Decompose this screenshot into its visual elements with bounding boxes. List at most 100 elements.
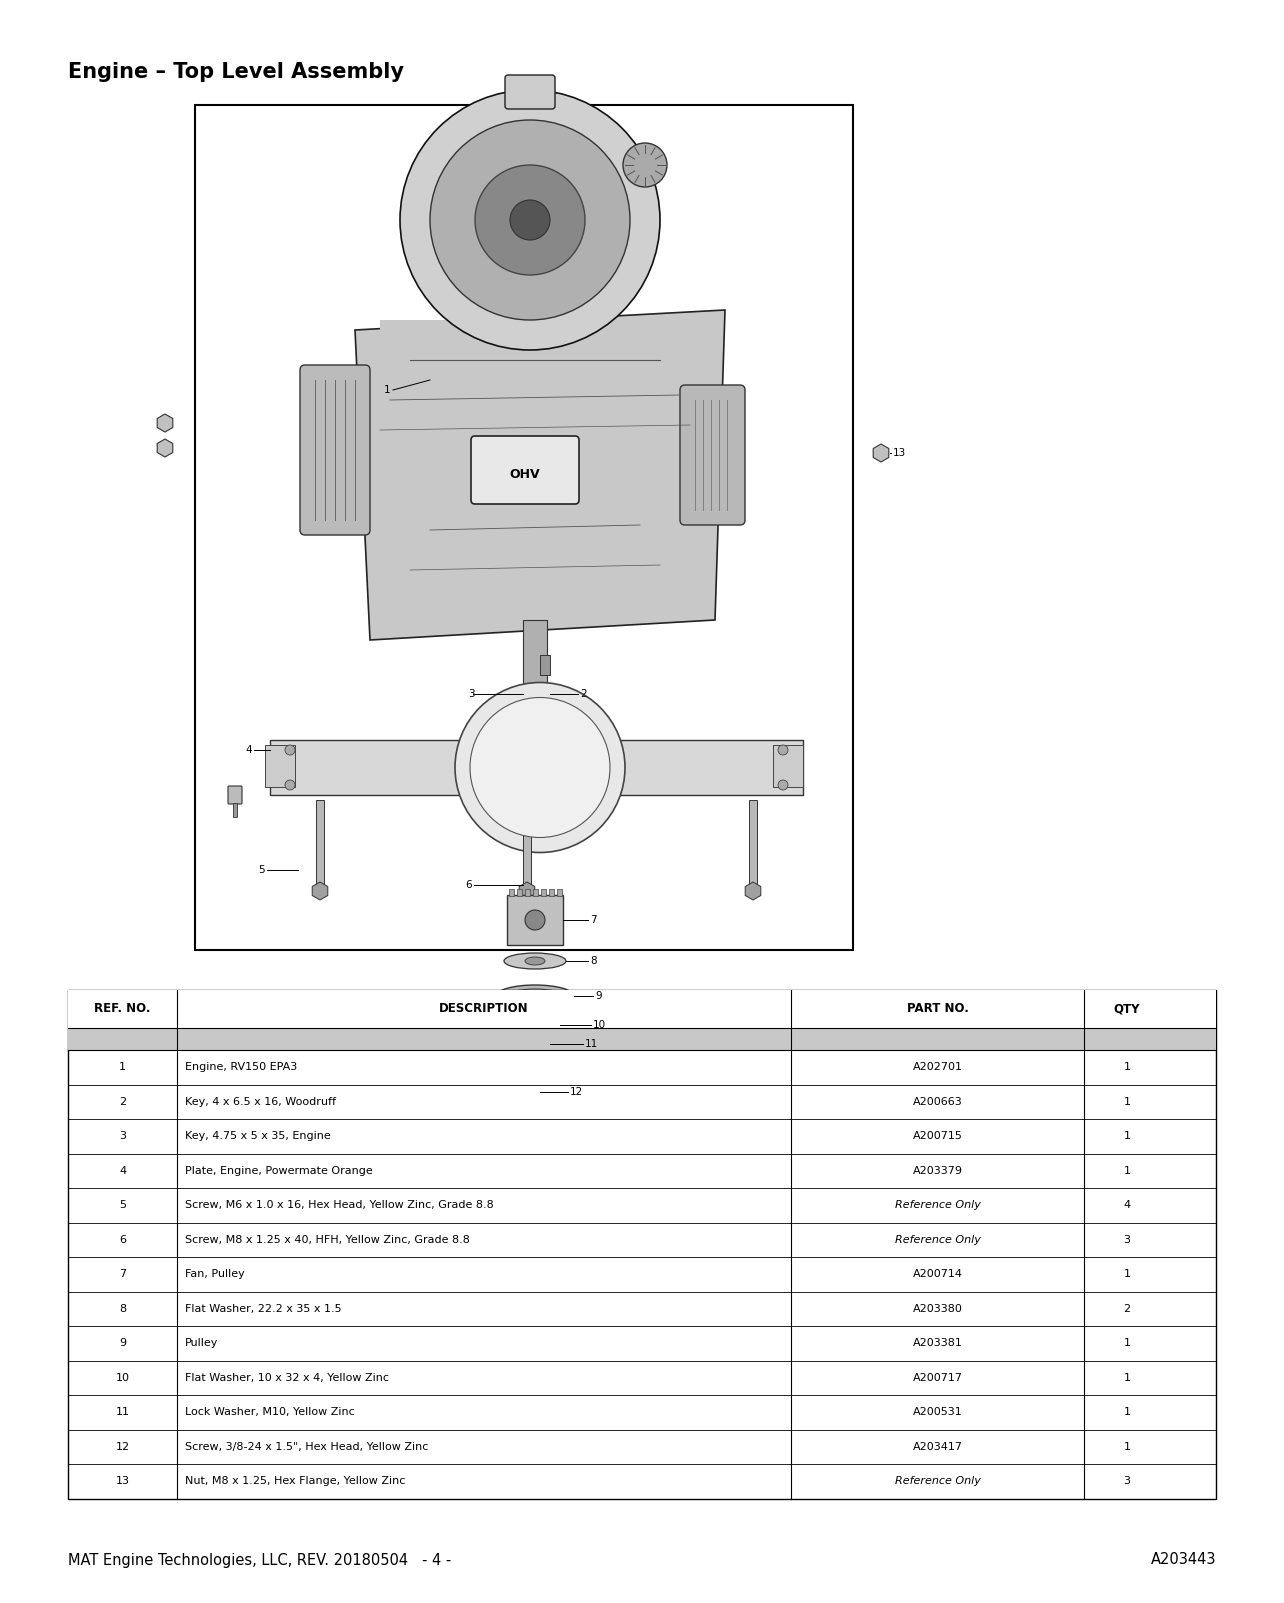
Ellipse shape	[525, 957, 544, 965]
Text: Fan, Pulley: Fan, Pulley	[185, 1270, 245, 1279]
Bar	[557, 890, 562, 896]
Bar	[508, 890, 514, 896]
Text: 2: 2	[1124, 1303, 1131, 1314]
Text: Flat Washer, 22.2 x 35 x 1.5: Flat Washer, 22.2 x 35 x 1.5	[185, 1303, 342, 1314]
Text: 13: 13	[116, 1476, 130, 1486]
Ellipse shape	[520, 745, 550, 755]
Text: 12: 12	[116, 1441, 130, 1452]
Bar	[265, 745, 295, 787]
Bar	[68, 991, 1216, 1499]
Circle shape	[475, 165, 586, 276]
Bar	[68, 991, 1216, 1028]
Text: Screw, 3/8-24 x 1.5", Hex Head, Yellow Zinc: Screw, 3/8-24 x 1.5", Hex Head, Yellow Z…	[185, 1441, 429, 1452]
Text: 3: 3	[119, 1132, 126, 1141]
FancyBboxPatch shape	[229, 785, 241, 805]
FancyBboxPatch shape	[505, 75, 555, 109]
Text: 3: 3	[1124, 1476, 1130, 1486]
Text: 3: 3	[469, 689, 475, 699]
Text: Plate, Engine, Powermate Orange: Plate, Engine, Powermate Orange	[185, 1165, 372, 1175]
Bar	[523, 800, 532, 885]
Bar	[533, 890, 538, 896]
Text: 3: 3	[1124, 1234, 1130, 1246]
Circle shape	[430, 120, 630, 321]
Bar	[773, 745, 802, 787]
Text: Screw, M8 x 1.25 x 40, HFH, Yellow Zinc, Grade 8.8: Screw, M8 x 1.25 x 40, HFH, Yellow Zinc,…	[185, 1234, 470, 1246]
Text: 1: 1	[1124, 1339, 1130, 1348]
Circle shape	[778, 781, 788, 790]
Bar	[530, 1056, 541, 1127]
Text: A202701: A202701	[913, 1063, 963, 1072]
Text: A200717: A200717	[913, 1372, 963, 1383]
Text: A200715: A200715	[913, 1132, 963, 1141]
Text: 1: 1	[119, 1063, 126, 1072]
Ellipse shape	[510, 1018, 560, 1031]
FancyBboxPatch shape	[300, 365, 370, 535]
Text: A203379: A203379	[913, 1165, 963, 1175]
Text: 11: 11	[586, 1039, 598, 1048]
Text: MAT Engine Technologies, LLC, REV. 20180504   - 4 -: MAT Engine Technologies, LLC, REV. 20180…	[68, 1552, 451, 1568]
Circle shape	[401, 90, 660, 349]
Text: 4: 4	[1124, 1201, 1131, 1210]
Text: 9: 9	[594, 991, 602, 1000]
Bar	[525, 890, 530, 896]
Bar	[316, 800, 324, 885]
Bar	[749, 800, 758, 885]
Text: 10: 10	[116, 1372, 130, 1383]
Circle shape	[525, 911, 544, 930]
Bar	[68, 1028, 1216, 1050]
Text: 9: 9	[119, 1339, 126, 1348]
Text: 6: 6	[465, 880, 473, 890]
Text: Reference Only: Reference Only	[895, 1476, 981, 1486]
FancyBboxPatch shape	[681, 385, 745, 526]
Bar	[541, 890, 546, 896]
Text: Engine, RV150 EPA3: Engine, RV150 EPA3	[185, 1063, 298, 1072]
Text: 8: 8	[119, 1303, 126, 1314]
Ellipse shape	[496, 984, 574, 1007]
Text: Key, 4.75 x 5 x 35, Engine: Key, 4.75 x 5 x 35, Engine	[185, 1132, 331, 1141]
Text: OHV: OHV	[510, 468, 541, 481]
Text: 1: 1	[1124, 1165, 1130, 1175]
Text: A203380: A203380	[913, 1303, 963, 1314]
Text: 4: 4	[119, 1165, 126, 1175]
Text: QTY: QTY	[1113, 1002, 1140, 1015]
Bar	[507, 894, 562, 946]
Text: 1: 1	[1124, 1096, 1130, 1106]
Ellipse shape	[507, 989, 562, 1003]
Text: 13: 13	[892, 447, 907, 458]
Text: 7: 7	[591, 915, 597, 925]
Text: 10: 10	[593, 1020, 606, 1031]
Ellipse shape	[520, 1039, 550, 1048]
Circle shape	[455, 683, 625, 853]
Circle shape	[623, 143, 666, 188]
Text: DESCRIPTION: DESCRIPTION	[439, 1002, 529, 1015]
Text: 1: 1	[1124, 1372, 1130, 1383]
Circle shape	[285, 745, 295, 755]
Text: 1: 1	[384, 385, 390, 394]
Bar	[195, 106, 853, 951]
Circle shape	[285, 781, 295, 790]
Text: 11: 11	[116, 1407, 130, 1417]
Polygon shape	[354, 309, 725, 640]
Text: PART NO.: PART NO.	[907, 1002, 968, 1015]
Bar	[550, 890, 553, 896]
Ellipse shape	[526, 1021, 543, 1029]
Text: 1: 1	[1124, 1063, 1130, 1072]
Ellipse shape	[505, 954, 566, 968]
Circle shape	[470, 697, 610, 837]
Text: Flat Washer, 10 x 32 x 4, Yellow Zinc: Flat Washer, 10 x 32 x 4, Yellow Zinc	[185, 1372, 389, 1383]
Text: 6: 6	[119, 1234, 126, 1246]
Text: 1: 1	[1124, 1270, 1130, 1279]
FancyBboxPatch shape	[471, 436, 579, 503]
Text: Lock Washer, M10, Yellow Zinc: Lock Washer, M10, Yellow Zinc	[185, 1407, 354, 1417]
Text: 1: 1	[1124, 1441, 1130, 1452]
Text: A203443: A203443	[1150, 1552, 1216, 1568]
Text: 12: 12	[570, 1087, 583, 1096]
Text: 1: 1	[1124, 1407, 1130, 1417]
Text: Screw, M6 x 1.0 x 16, Hex Head, Yellow Zinc, Grade 8.8: Screw, M6 x 1.0 x 16, Hex Head, Yellow Z…	[185, 1201, 494, 1210]
Text: REF. NO.: REF. NO.	[94, 1002, 150, 1015]
Bar	[517, 890, 523, 896]
Text: 2: 2	[119, 1096, 126, 1106]
Text: A200531: A200531	[913, 1407, 963, 1417]
Text: 4: 4	[245, 745, 252, 755]
Bar	[523, 620, 547, 750]
